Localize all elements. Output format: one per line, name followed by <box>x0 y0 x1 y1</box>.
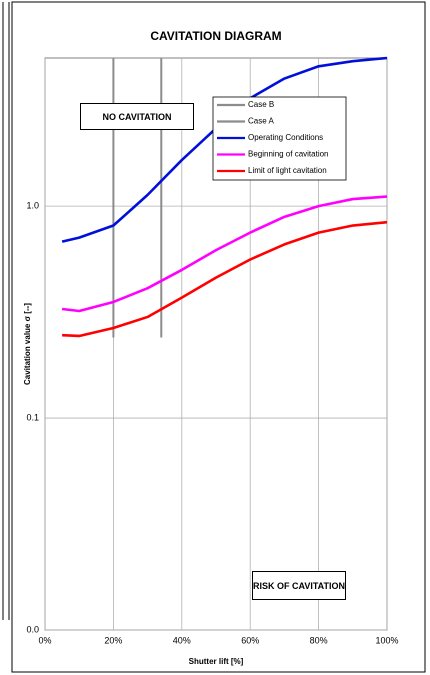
y-axis-label: Cavitation value σ [--] <box>23 303 32 385</box>
legend-label: Operating Conditions <box>248 133 323 142</box>
x-tick-label: 60% <box>241 635 259 645</box>
x-tick-label: 0% <box>38 635 51 645</box>
annotation: RISK OF CAVITATION <box>252 571 346 600</box>
y-tick-label: 1.0 <box>26 201 39 211</box>
x-axis-label: Shutter lift [%] <box>189 657 244 666</box>
x-tick-label: 100% <box>375 635 398 645</box>
x-tick-label: 40% <box>173 635 191 645</box>
series-line <box>61 195 388 313</box>
frame <box>11 1 426 673</box>
legend-label: Case B <box>248 100 274 109</box>
x-tick-label: 80% <box>310 635 328 645</box>
legend-label: Beginning of cavitation <box>248 150 329 159</box>
y-tick-label: 0.0 <box>26 624 39 634</box>
legend-label: Limit of light cavitation <box>248 166 327 175</box>
y-tick-label: 0.1 <box>26 412 39 422</box>
series-line <box>62 220 388 338</box>
chart-title: CAVITATION DIAGRAM <box>150 29 281 43</box>
legend-label: Case A <box>248 117 274 126</box>
x-tick-label: 20% <box>104 635 122 645</box>
annotation: NO CAVITATION <box>80 103 194 130</box>
